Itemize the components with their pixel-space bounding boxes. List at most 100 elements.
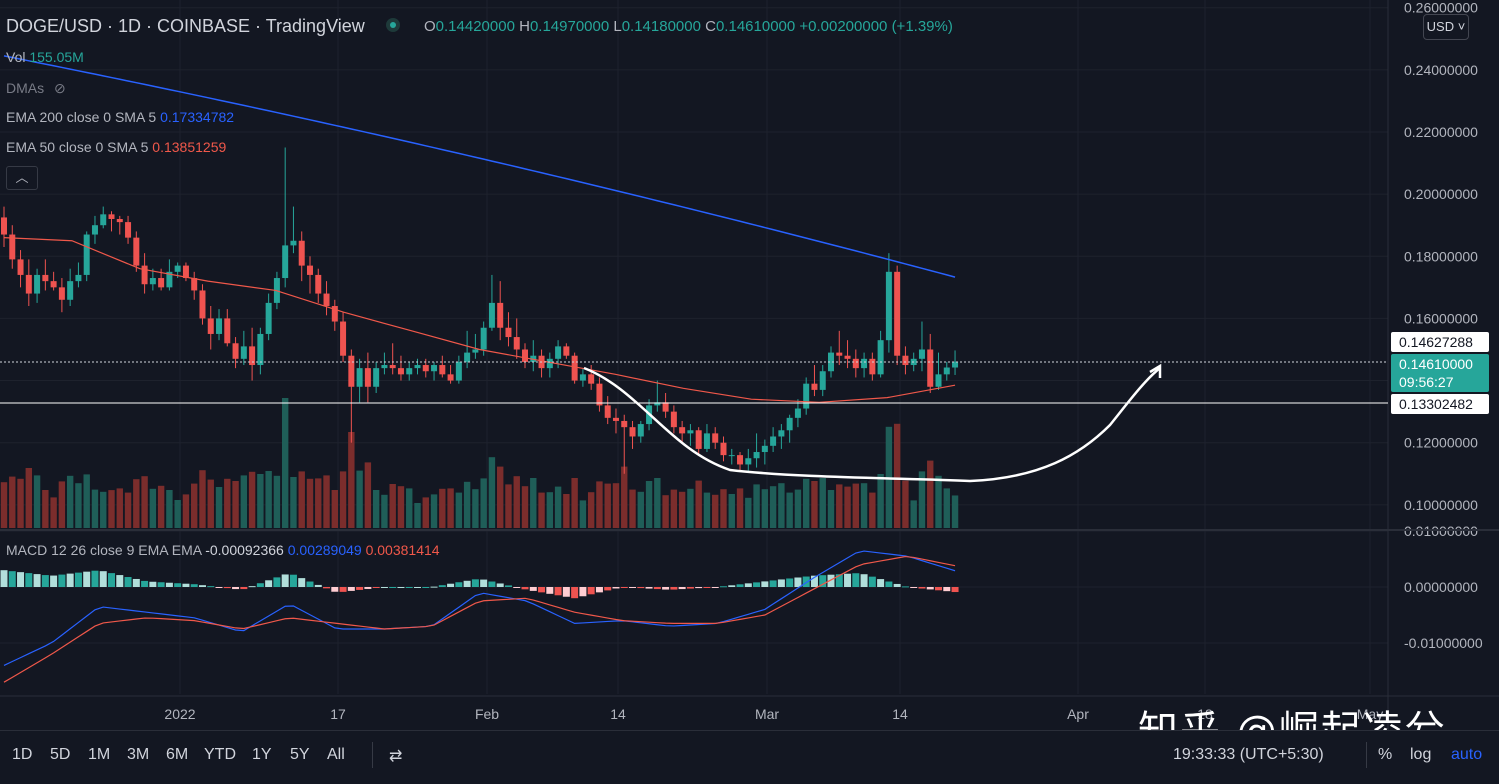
volume-bar (50, 497, 57, 528)
candle-body (348, 355, 355, 387)
candle-body (133, 237, 140, 266)
log-toggle[interactable]: log (1410, 746, 1432, 763)
market-status-icon (386, 18, 400, 32)
macd-histogram-bar (546, 587, 554, 594)
timeframe-button-5d[interactable]: 5D (50, 746, 71, 763)
drawn-curve (583, 366, 1161, 483)
macd-legend[interactable]: MACD 12 26 close 9 EMA EMA -0.00092366 0… (6, 542, 440, 558)
symbol-title[interactable]: DOGE/USD · 1D · COINBASE · TradingView (6, 16, 365, 36)
volume-bar (224, 478, 231, 528)
timeframe-button-1y[interactable]: 1Y (252, 746, 272, 763)
candle-body (158, 278, 165, 288)
macd-histogram-bar (951, 587, 959, 593)
volume-bar (521, 486, 529, 528)
candle-body (207, 318, 214, 334)
ema50-legend[interactable]: EMA 50 close 0 SMA 5 0.13851259 (6, 139, 227, 155)
macd-line (3, 550, 956, 666)
candle-body (522, 349, 529, 362)
candle-body (745, 458, 752, 465)
macd-histogram-bar (612, 587, 620, 589)
timeframe-button-3m[interactable]: 3M (127, 746, 150, 763)
timeframe-button-1m[interactable]: 1M (88, 746, 111, 763)
hidden-eye-icon[interactable]: ⊘ (54, 80, 66, 96)
macd-histogram-bar (521, 587, 529, 590)
candle-body (58, 287, 65, 300)
toolbar-divider (1366, 742, 1367, 768)
macd-histogram-bar (41, 575, 49, 587)
macd-histogram-bar (240, 587, 248, 590)
timeframe-button-all[interactable]: All (327, 746, 345, 763)
timeframe-button-5y[interactable]: 5Y (290, 746, 310, 763)
macd-histogram-bar (74, 572, 82, 587)
ema200-legend[interactable]: EMA 200 close 0 SMA 5 0.17334782 (6, 109, 235, 125)
volume-bar (331, 490, 338, 528)
volume-bar (745, 497, 752, 528)
candle-body (505, 327, 512, 338)
price-tick-label: 0.24000000 (1404, 62, 1478, 78)
timeframe-button-ytd[interactable]: YTD (204, 746, 236, 763)
candle-body (737, 455, 744, 465)
macd-histogram-bar (769, 580, 777, 587)
candle-body (108, 214, 115, 219)
volume-bar (215, 487, 223, 528)
macd-histogram-bar (943, 587, 951, 592)
collapse-legend-button[interactable]: ︿ (6, 166, 38, 190)
candle-body (414, 365, 421, 369)
macd-histogram-bar (248, 586, 256, 588)
volume-bar (439, 488, 446, 528)
auto-scale-toggle[interactable]: auto (1451, 746, 1483, 763)
volume-bar (273, 475, 281, 528)
volume-bar (480, 478, 487, 528)
volume-bar (893, 423, 901, 528)
macd-histogram-bar (686, 587, 694, 589)
volume-bar (488, 457, 496, 528)
candle-body (629, 427, 636, 437)
macd-histogram-bar (794, 577, 802, 587)
macd-histogram-bar (852, 573, 860, 587)
macd-histogram-bar (935, 587, 943, 591)
clock-timezone[interactable]: 19:33:33 (UTC+5:30) (1173, 746, 1324, 763)
candle-body (67, 281, 74, 300)
volume-bar (406, 488, 413, 528)
candle-body (249, 346, 256, 366)
macd-histogram-bar (232, 587, 240, 590)
macd-histogram-bar (562, 587, 570, 597)
macd-histogram-bar (347, 587, 355, 591)
candle-body (315, 274, 322, 294)
volume-bar (563, 494, 570, 528)
percent-toggle[interactable]: % (1378, 746, 1393, 763)
vol-legend[interactable]: Vol 155.05M (6, 49, 84, 65)
volume-bar (877, 474, 884, 528)
candle-body (191, 278, 198, 291)
volume-bar (794, 489, 802, 528)
timeframe-button-1d[interactable]: 1D (12, 746, 33, 763)
macd-histogram-bar (430, 586, 438, 588)
macd-histogram-bar (389, 587, 397, 588)
volume-bar (42, 490, 49, 528)
timeframe-button-6m[interactable]: 6M (166, 746, 189, 763)
candle-body (662, 402, 669, 412)
volume-bar (207, 479, 214, 528)
macd-histogram-bar (860, 574, 868, 587)
volume-bar (902, 480, 909, 528)
volume-bar (472, 489, 479, 528)
macd-histogram-bar (777, 579, 785, 587)
volume-bar (25, 468, 33, 528)
candle-body (555, 346, 562, 359)
macd-histogram-bar (108, 573, 116, 587)
candle-body (687, 430, 694, 434)
volume-bar (348, 432, 355, 528)
volume-bar (852, 483, 860, 528)
candle-body (216, 318, 223, 334)
volume-bar (505, 484, 512, 528)
currency-select[interactable]: USD ˅ (1423, 14, 1469, 40)
macd-histogram-bar (273, 577, 281, 587)
macd-histogram-bar (356, 587, 364, 590)
volume-bar (124, 492, 132, 528)
chart-canvas[interactable]: 0.26000000 0.24000000 0.22000000 0.20000000… (0, 0, 1499, 730)
macd-histogram-bar (306, 581, 314, 587)
date-range-icon[interactable]: ⇄ (389, 748, 403, 765)
volume-bar (621, 466, 628, 528)
dmas-legend[interactable]: DMAs ⊘ (6, 80, 66, 96)
volume-bar (538, 492, 545, 528)
